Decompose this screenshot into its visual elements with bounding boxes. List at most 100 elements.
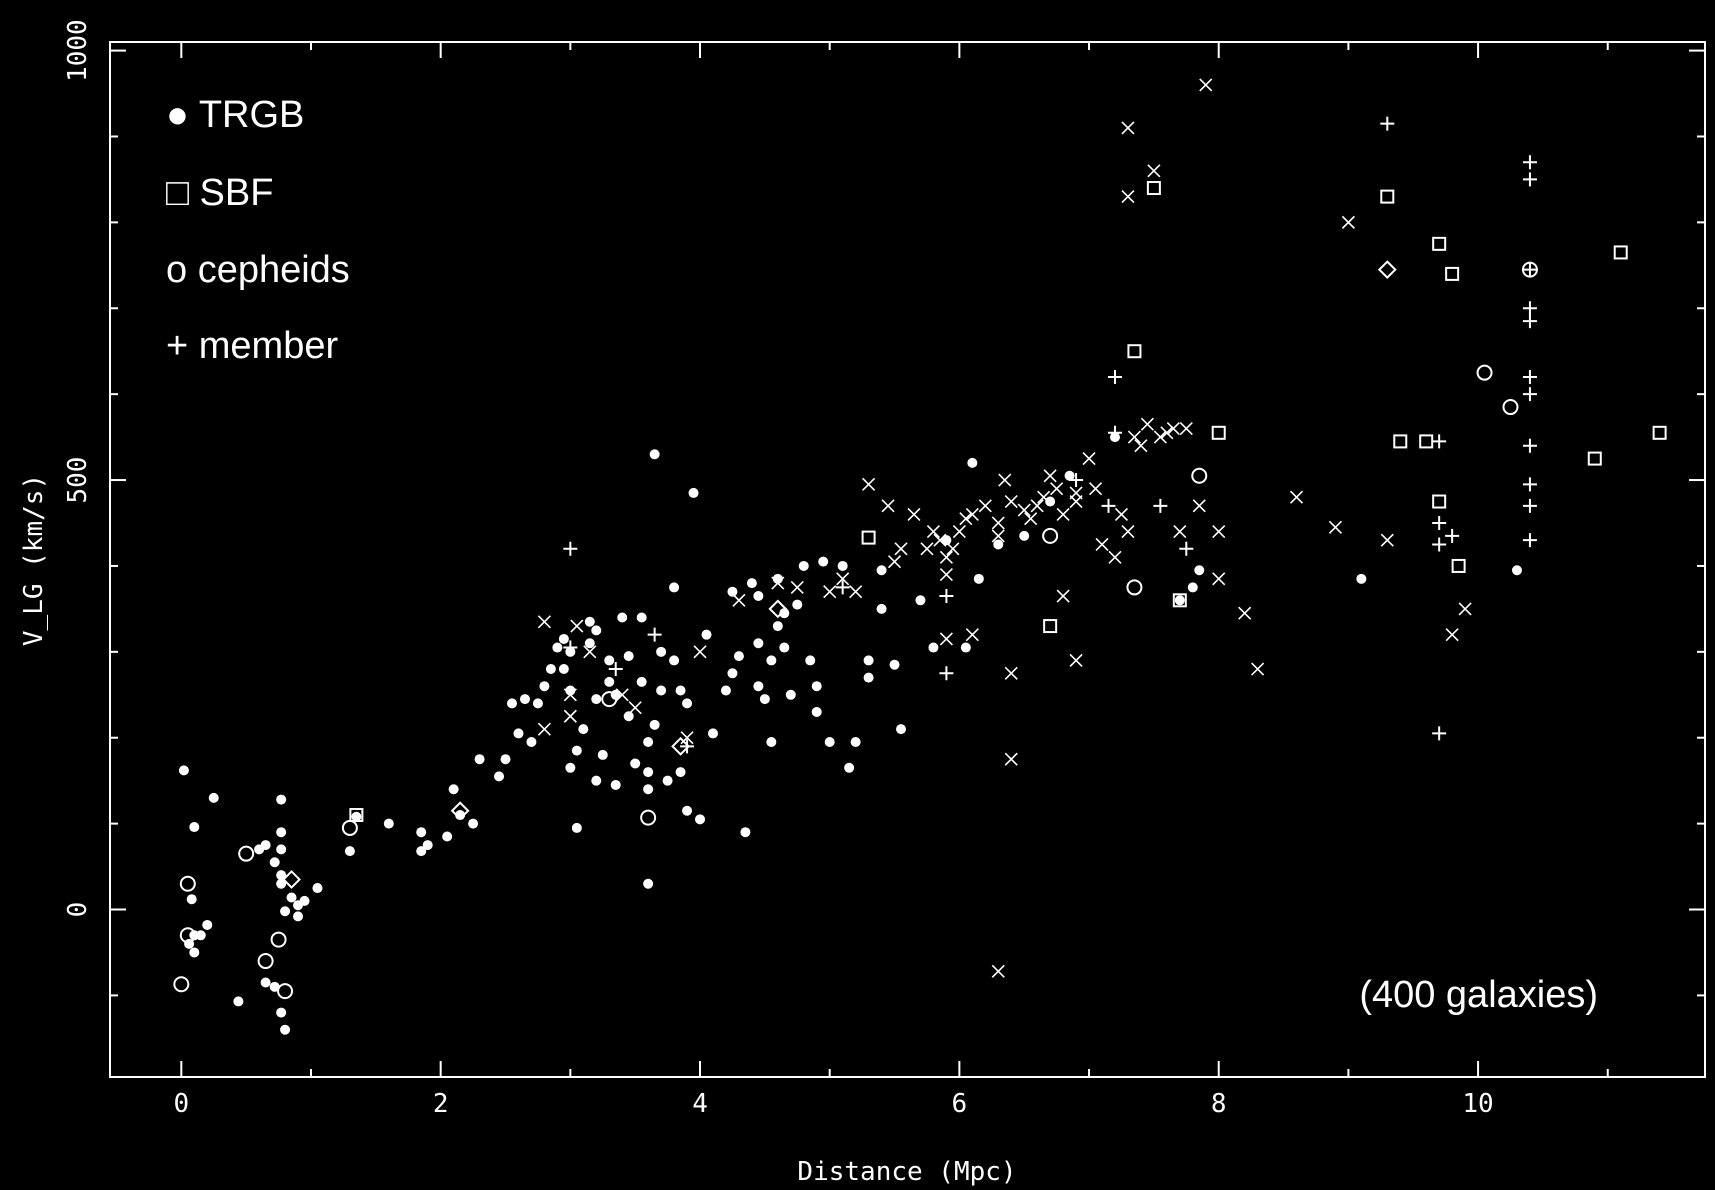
cross-point [1069, 653, 1083, 667]
trgb-point [701, 629, 712, 640]
cross-point [1458, 602, 1472, 616]
cross-point [1056, 589, 1070, 603]
cross-point [693, 645, 707, 659]
trgb-point [186, 894, 197, 905]
trgb-point [591, 625, 602, 636]
trgb-point [276, 827, 287, 838]
member-point [1179, 541, 1194, 556]
trgb-point [195, 930, 206, 941]
cross-point [887, 555, 902, 569]
cross-point [563, 688, 577, 702]
member-point [1522, 369, 1537, 384]
sbf-point [861, 530, 876, 545]
sbf-point [1043, 619, 1058, 634]
sbf-point [1432, 236, 1447, 251]
trgb-point [312, 883, 323, 894]
trgb-point [798, 560, 809, 571]
trgb-point [876, 565, 887, 576]
diamond-point [768, 599, 788, 619]
sbf-point [1613, 245, 1628, 260]
data-points [173, 78, 1667, 1035]
trgb-point [422, 840, 433, 851]
member-point [1432, 515, 1447, 530]
trgb-point [519, 694, 530, 705]
trgb-point [293, 911, 304, 922]
trgb-point [623, 711, 634, 722]
x-axis-title: Distance (Mpc) [797, 1157, 1016, 1187]
trgb-point [630, 758, 641, 769]
trgb-point [792, 599, 803, 610]
trgb-point [766, 655, 777, 666]
trgb-point [643, 767, 654, 778]
member-point [608, 662, 623, 677]
member-point [563, 640, 578, 655]
sbf-point [1127, 344, 1142, 359]
trgb-point [565, 762, 576, 773]
member-point [1522, 314, 1537, 329]
trgb-point [818, 556, 829, 567]
trgb-point [178, 765, 189, 776]
trgb-point [604, 655, 615, 666]
sbf-point [1445, 266, 1460, 281]
trgb-point [649, 719, 660, 730]
trgb-point [260, 977, 271, 988]
trgb-point [682, 698, 693, 709]
trgb-point [416, 846, 427, 857]
cross-point [1108, 550, 1122, 564]
trgb-point [824, 737, 835, 748]
member-point [1522, 498, 1537, 513]
trgb-point [513, 728, 524, 739]
trgb-point [643, 878, 654, 889]
member-point [1380, 116, 1395, 131]
cross-point [991, 964, 1005, 978]
trgb-point [1174, 595, 1185, 606]
cross-point [537, 615, 551, 629]
cross-point [1088, 482, 1103, 496]
trgb-point [863, 672, 874, 683]
trgb-point [1194, 565, 1205, 576]
trgb-point [208, 792, 219, 803]
trgb-point [468, 818, 479, 829]
cross-point [1153, 430, 1167, 444]
trgb-point [669, 582, 680, 593]
cross-point [1121, 525, 1135, 539]
trgb-point [753, 591, 764, 602]
cross-point [1160, 426, 1174, 440]
trgb-point [344, 846, 355, 857]
member-point [680, 739, 695, 754]
sbf-point [1211, 425, 1226, 440]
trgb-point [707, 728, 718, 739]
cross-point [1121, 121, 1135, 135]
x-tick-label: 8 [1211, 1089, 1227, 1119]
cross-point [1069, 494, 1083, 509]
trgb-point [416, 827, 427, 838]
cross-point [1024, 512, 1038, 526]
trgb-point [526, 737, 537, 748]
cross-point [1030, 499, 1044, 513]
member-point [1522, 438, 1537, 453]
trgb-point [269, 981, 280, 992]
cepheid-point [640, 809, 657, 826]
sbf-point [1419, 434, 1434, 449]
legend-item-cepheids: o cepheids [166, 249, 350, 291]
cross-point [1238, 606, 1252, 620]
trgb-point [604, 676, 615, 687]
x-tick-label: 10 [1462, 1089, 1493, 1119]
cross-point [1134, 439, 1148, 453]
trgb-point [967, 457, 978, 468]
member-point [1522, 155, 1537, 170]
trgb-point [876, 603, 887, 614]
cross-point [1004, 752, 1018, 766]
trgb-point [202, 919, 213, 930]
trgb-point [233, 996, 244, 1007]
cross-point [570, 619, 584, 633]
cross-point [959, 512, 973, 526]
legend-item-trgb: ● TRGB [166, 94, 304, 136]
diamond-point [450, 801, 470, 821]
sbf-point [349, 808, 364, 823]
cross-point [1199, 78, 1213, 92]
trgb-point [695, 814, 706, 825]
trgb-point [474, 754, 485, 765]
trgb-point [552, 642, 563, 653]
cross-point [978, 499, 992, 513]
